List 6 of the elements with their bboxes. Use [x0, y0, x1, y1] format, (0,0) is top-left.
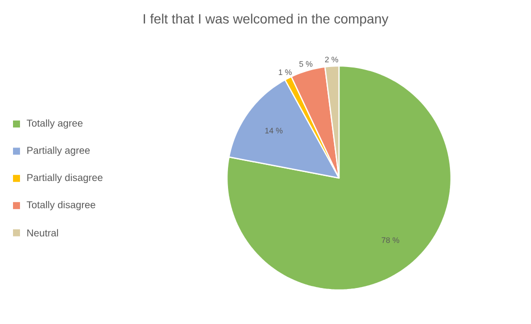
legend-label: Partially agree [27, 146, 90, 156]
legend-label: Totally agree [26, 119, 83, 129]
legend-label: Totally disagree [26, 200, 96, 210]
legend-label: Neutral [27, 229, 58, 236]
legend-label: Partially disagree [27, 174, 102, 184]
chart-title: I felt that I was welcomed in the company [144, 14, 388, 26]
